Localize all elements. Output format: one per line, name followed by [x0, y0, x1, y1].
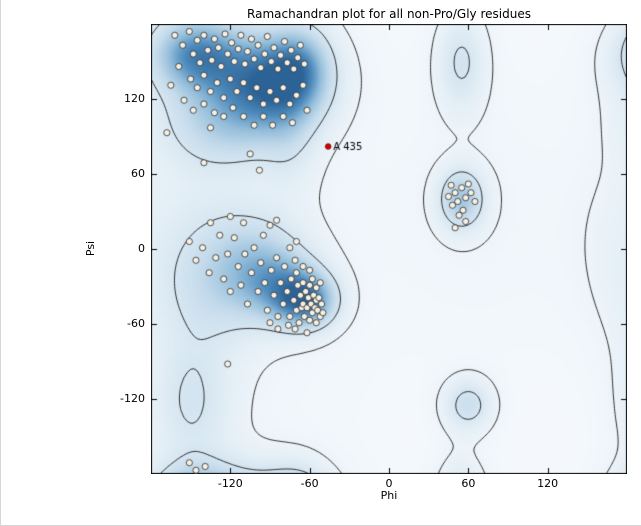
ramachandran-canvas — [151, 24, 627, 474]
x-tick-label: 60 — [461, 477, 476, 490]
x-tick-label: -60 — [300, 477, 319, 490]
chart-title: Ramachandran plot for all non-Pro/Gly re… — [247, 7, 531, 21]
y-tick-label: -120 — [120, 392, 145, 405]
y-tick-label: 60 — [131, 167, 145, 180]
y-axis-label: Psi — [84, 240, 98, 257]
x-axis-label: Phi — [380, 489, 398, 502]
x-tick-label: -120 — [217, 477, 243, 490]
x-tick-label: 120 — [537, 477, 559, 490]
y-tick-label: -60 — [127, 317, 145, 330]
y-tick-label: 0 — [138, 242, 145, 255]
x-tick-label: 0 — [385, 477, 393, 490]
y-tick-label: 120 — [124, 92, 145, 105]
